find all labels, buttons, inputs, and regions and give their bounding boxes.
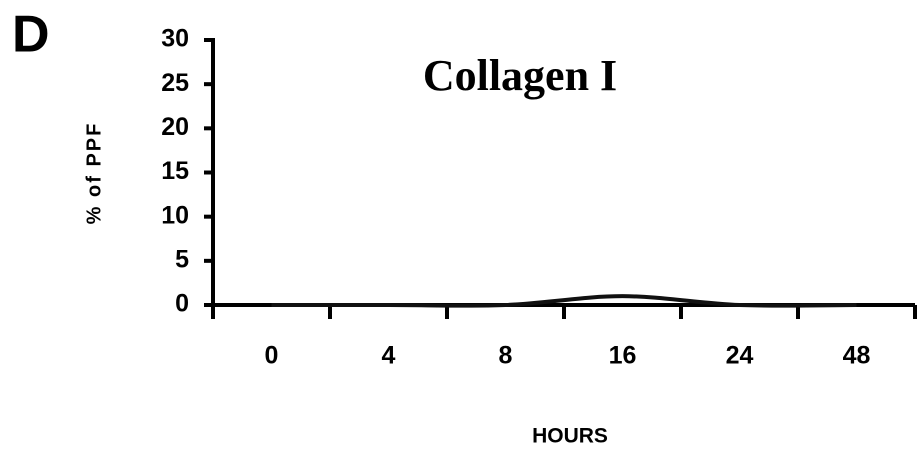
y-tick-label: 20: [161, 113, 189, 141]
y-tick-label: 0: [175, 290, 189, 318]
panel-label: D: [12, 6, 50, 64]
x-tick-label: 8: [499, 342, 513, 370]
x-tick-label: 16: [609, 342, 637, 370]
chart-title: Collagen I: [423, 51, 617, 100]
x-axis-label: HOURS: [532, 425, 608, 448]
y-tick-label: 10: [161, 201, 189, 229]
x-tick-label: 24: [726, 342, 754, 370]
x-tick-label: 4: [382, 342, 396, 370]
y-tick-label: 30: [161, 25, 189, 53]
y-tick-label: 15: [161, 157, 189, 185]
x-tick-label: 0: [265, 342, 279, 370]
line: [271, 294, 857, 308]
y-axis-label: % of PPF: [83, 122, 105, 225]
y-tick-label: 5: [175, 245, 189, 273]
y-tick-label: 25: [161, 69, 189, 97]
x-tick-label: 48: [843, 342, 871, 370]
